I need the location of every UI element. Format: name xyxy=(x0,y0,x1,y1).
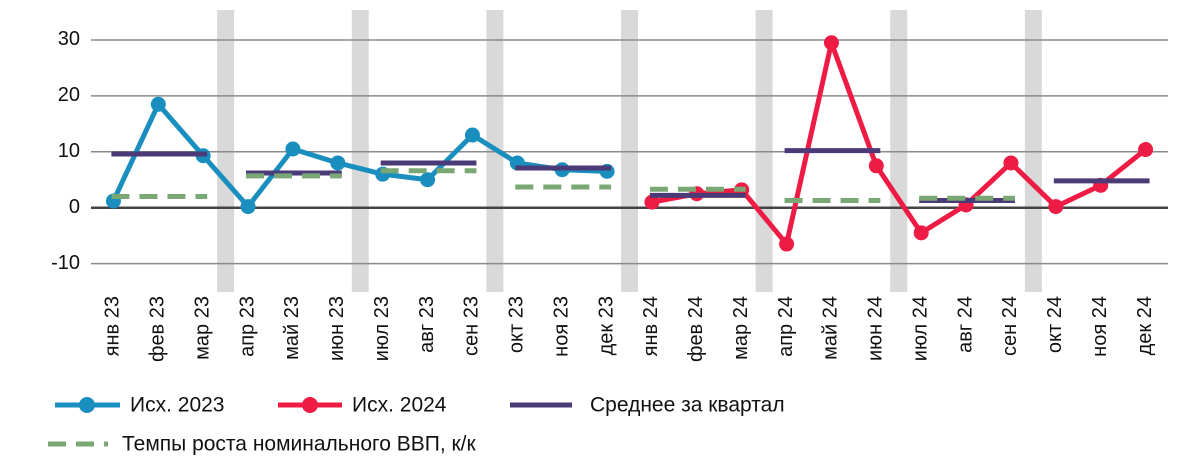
series-line xyxy=(111,101,608,210)
point xyxy=(240,199,256,215)
x-tick-label: май 24 xyxy=(820,296,842,360)
point xyxy=(868,158,884,174)
x-tick-label: авг 24 xyxy=(954,296,976,353)
y-tick-label: -10 xyxy=(51,252,80,274)
x-tick-label: янв 23 xyxy=(102,296,124,356)
point xyxy=(913,225,929,241)
quarter-separator xyxy=(621,10,638,292)
x-tick-label: ноя 24 xyxy=(1089,296,1111,357)
point xyxy=(464,127,480,143)
point xyxy=(285,141,301,157)
x-tick-label: мар 24 xyxy=(730,296,752,360)
point xyxy=(420,172,436,188)
point xyxy=(779,236,795,252)
point xyxy=(1048,199,1064,215)
legend-label: Среднее за квартал xyxy=(590,394,785,417)
x-tick-label: дек 23 xyxy=(595,296,617,355)
legend-marker xyxy=(302,397,318,413)
x-tick-label: окт 24 xyxy=(1044,296,1066,353)
point xyxy=(823,35,839,51)
legend: Исх. 2023 Исх. 2024 Среднее за квартал Т… xyxy=(48,394,785,456)
legend-label: Темпы роста номинального ВВП, к/к xyxy=(122,433,477,456)
y-tick-label: 10 xyxy=(58,140,80,162)
x-tick-label: янв 24 xyxy=(640,296,662,356)
point xyxy=(150,96,166,112)
point xyxy=(330,155,346,171)
point xyxy=(1138,142,1154,158)
legend-marker xyxy=(79,397,95,413)
point xyxy=(644,194,660,210)
x-tick-label: апр 24 xyxy=(775,296,797,357)
x-tick-label: окт 23 xyxy=(506,296,528,353)
x-tick-label: мар 23 xyxy=(191,296,213,360)
x-tick-label: июл 24 xyxy=(909,296,931,361)
legend-label: Исх. 2024 xyxy=(352,394,447,417)
plot xyxy=(105,35,1154,252)
x-tick-label: авг 23 xyxy=(416,296,438,353)
x-tick-label: ноя 23 xyxy=(550,296,572,357)
x-tick-label: дек 24 xyxy=(1134,296,1156,355)
x-tick-label: сен 23 xyxy=(461,296,483,356)
x-tick-label: май 23 xyxy=(281,296,303,360)
x-tick-label: июн 23 xyxy=(326,296,348,361)
quarter-separator xyxy=(1024,10,1042,292)
x-tick-label: фев 23 xyxy=(147,296,169,362)
x-tick-label: сен 24 xyxy=(999,296,1021,356)
x-tick-label: июн 24 xyxy=(865,296,887,361)
y-tick-label: 0 xyxy=(69,196,80,218)
x-tick-label: фев 24 xyxy=(685,296,707,362)
quarter-separator xyxy=(351,10,369,292)
x-tick-label: июл 23 xyxy=(371,296,393,361)
y-tick-label: 30 xyxy=(58,28,80,50)
grid: -10 0 10 20 30 янв 23 фев 23 мар 23 апр 23 май 23… xyxy=(51,28,1168,362)
y-tick-label: 20 xyxy=(58,84,80,106)
quarter-separators xyxy=(217,10,1042,292)
quarter-separator xyxy=(890,10,908,292)
quarter-separator xyxy=(755,10,773,292)
legend-label: Исх. 2023 xyxy=(130,394,224,417)
x-tick-label: апр 23 xyxy=(236,296,258,357)
point xyxy=(1003,155,1019,171)
quarter-separator xyxy=(217,10,235,292)
